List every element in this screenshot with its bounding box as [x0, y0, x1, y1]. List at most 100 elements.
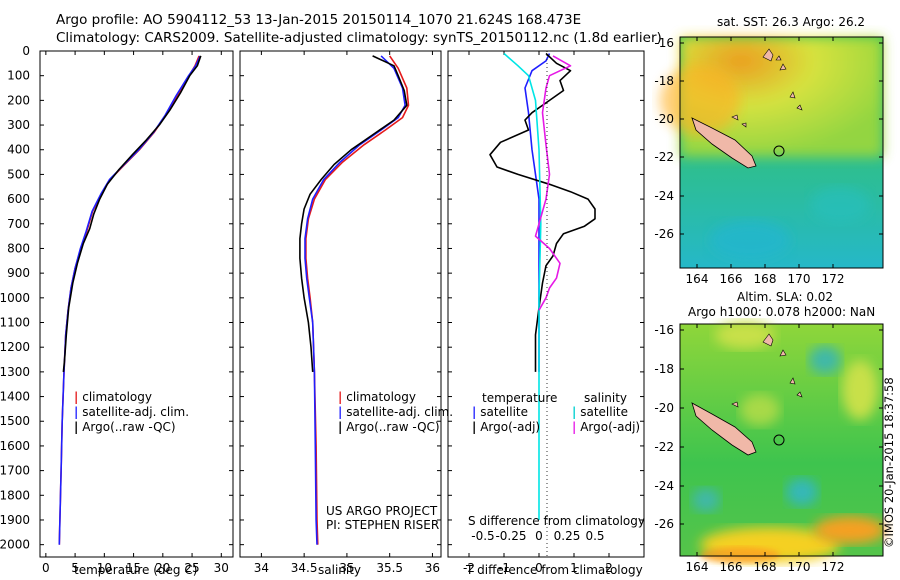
t-difference-axis-label: T difference from climatology — [466, 563, 643, 577]
x-tick-label: 15 — [126, 561, 141, 575]
sst-map-title: sat. SST: 26.3 Argo: 26.2 — [717, 15, 866, 29]
temperature-panel-frame — [39, 50, 234, 558]
x-tick-label: 0 — [42, 561, 50, 575]
top-x-tick-label: 0.5 — [585, 529, 604, 543]
climatology-title: Climatology: CARS2009. Satellite-adjuste… — [56, 30, 662, 46]
x-tick-label: 1 — [570, 561, 578, 575]
x-tick-label: 35.5 — [376, 561, 403, 575]
x-tick-label: -2 — [463, 561, 475, 575]
x-tick-label: -1 — [498, 561, 510, 575]
legend-sal-satellite: | satellite-adj. clim. — [338, 405, 454, 419]
project-label: US ARGO PROJECT — [326, 504, 438, 518]
depth-tick-label: 1400 — [0, 390, 30, 404]
map-lat-label: -20 — [654, 112, 674, 126]
map-lon-label: 166 — [720, 560, 743, 574]
depth-tick-label: 200 — [7, 93, 30, 107]
legend-sal-climatology: | climatology — [338, 390, 416, 404]
x-tick-label: 34 — [254, 561, 269, 575]
pi-label: PI: STEPHEN RISER — [326, 518, 440, 532]
legend-diff-sal-argo: | Argo(-adj) — [572, 420, 641, 434]
depth-tick-label: 1500 — [0, 414, 30, 428]
legend-diff-temp-argo: | Argo(-adj) — [472, 420, 541, 434]
series-line-argo — [62, 55, 202, 372]
x-tick-label: 10 — [97, 561, 112, 575]
depth-tick-label: 800 — [7, 241, 30, 255]
sla-map-subtitle: Argo h1000: 0.078 h2000: NaN — [688, 305, 876, 319]
x-tick-label: 5 — [71, 561, 79, 575]
map-lon-label: 164 — [686, 272, 709, 286]
profile-series — [58, 52, 596, 545]
x-tick-label: 20 — [155, 561, 170, 575]
depth-tick-label: 100 — [7, 69, 30, 83]
top-x-tick-label: -0.25 — [495, 529, 526, 543]
map-axes: -16 -18 -20 -22 -24 -26 164 166 168 170 172 -16 -18 -… — [654, 36, 883, 574]
map-lon-label: 168 — [754, 272, 777, 286]
map-lat-label: -26 — [654, 227, 674, 241]
depth-tick-label: 2000 — [0, 538, 30, 552]
depth-tick-label: 1800 — [0, 488, 30, 502]
map-lat-label: -26 — [654, 517, 674, 531]
map-lat-label: -22 — [654, 150, 674, 164]
top-x-tick-label: 0 — [535, 529, 543, 543]
x-tick-label: 35 — [339, 561, 354, 575]
series-line-argo — [299, 55, 408, 372]
map-lon-label: 172 — [822, 560, 845, 574]
legend-sal-argo: | Argo(..raw -QC) — [338, 420, 440, 434]
map-lon-label: 168 — [754, 560, 777, 574]
depth-tick-label: 700 — [7, 217, 30, 231]
top-x-tick-label: -0.5 — [471, 529, 494, 543]
x-tick-label: 25 — [184, 561, 199, 575]
x-tick-label: 30 — [214, 561, 229, 575]
map-lon-label: 170 — [788, 560, 811, 574]
legend-temp-satellite: | satellite-adj. clim. — [74, 405, 190, 419]
depth-tick-label: 900 — [7, 266, 30, 280]
map-lat-label: -16 — [654, 323, 674, 337]
map-lat-label: -24 — [654, 479, 674, 493]
map-lat-label: -24 — [654, 189, 674, 203]
sst-map — [660, 36, 884, 269]
depth-tick-label: 600 — [7, 192, 30, 206]
depth-tick-label: 400 — [7, 143, 30, 157]
series-line-satellite-adj-clim- — [304, 55, 406, 545]
sla-map-title: Altim. SLA: 0.02 — [737, 290, 834, 304]
sla-map — [679, 321, 886, 563]
top-x-tick-label: 0.25 — [554, 529, 581, 543]
x-tick-label: 0 — [535, 561, 543, 575]
profile-title: Argo profile: AO 5904112_53 13-Jan-2015 … — [56, 12, 582, 28]
depth-axis: 0 100 200 300 400 500 600 700 800 900 1000 1100 1200… — [0, 44, 644, 552]
x-tick-label: 36 — [425, 561, 440, 575]
series-line-climatology — [305, 55, 410, 545]
series-line-s-satellite — [503, 52, 542, 520]
legend-temp-climatology: | climatology — [74, 390, 152, 404]
map-lat-label: -16 — [654, 36, 674, 50]
legend-diff-temp-title: temperature — [482, 391, 558, 405]
depth-tick-label: 1300 — [0, 365, 30, 379]
depth-tick-label: 300 — [7, 118, 30, 132]
map-lat-label: -22 — [654, 440, 674, 454]
depth-tick-label: 1900 — [0, 513, 30, 527]
x-axes: 0 5 10 15 20 25 30 34 34.5 35 35.5 36 -2 -1 0 1 2 -0.5 -0.… — [42, 51, 613, 575]
legend-temp-argo: | Argo(..raw -QC) — [74, 420, 176, 434]
map-lon-label: 166 — [720, 272, 743, 286]
series-line-climatology — [58, 55, 200, 545]
map-lat-label: -20 — [654, 401, 674, 415]
legend-diff-sal-title: salinity — [584, 391, 628, 405]
map-lat-label: -18 — [654, 74, 674, 88]
map-lon-label: 170 — [788, 272, 811, 286]
legend-diff-sal-satellite: | satellite — [572, 405, 629, 419]
depth-tick-label: 1000 — [0, 291, 30, 305]
x-tick-label: 34.5 — [291, 561, 318, 575]
x-tick-label: 2 — [605, 561, 613, 575]
s-difference-axis-label: S difference from climatology — [468, 514, 645, 528]
series-line-t-argo — [489, 52, 596, 372]
map-lon-label: 164 — [686, 560, 709, 574]
depth-tick-label: 0 — [22, 44, 30, 58]
series-line-s-argo — [534, 55, 572, 311]
difference-panel-frame — [447, 50, 645, 558]
imos-timestamp: ©IMOS 20-Jan-2015 18:37:58 — [882, 377, 896, 548]
series-line-satellite-adj-clim- — [58, 55, 201, 545]
map-lat-label: -18 — [654, 362, 674, 376]
depth-tick-label: 1100 — [0, 316, 30, 330]
depth-tick-label: 1200 — [0, 340, 30, 354]
